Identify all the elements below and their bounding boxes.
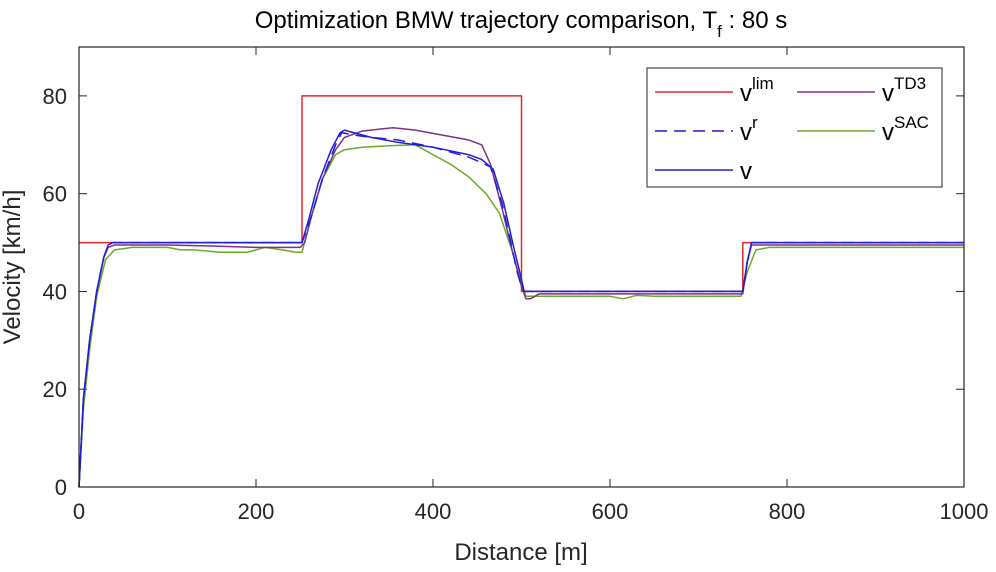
x-axis-label: Distance [m] — [454, 539, 587, 566]
legend-label-vsac: vSAC — [882, 113, 929, 146]
x-tick-label: 400 — [415, 499, 452, 524]
x-tick-label: 0 — [73, 499, 85, 524]
x-tick-label: 1000 — [940, 499, 989, 524]
legend-label-vr: vr — [740, 113, 758, 146]
chart-title: Optimization BMW trajectory comparison, … — [255, 7, 787, 41]
plot-frame — [78, 46, 965, 488]
y-axis-label: Velocity [km/h] — [0, 190, 26, 345]
series-layer — [78, 95, 964, 488]
tick-labels: 0 200 400 600 800 1000 0 20 40 60 80 — [43, 84, 989, 524]
legend-label-vlim: vlim — [740, 74, 774, 107]
legend-label-vtd3: vTD3 — [882, 74, 926, 107]
y-tick-label: 60 — [43, 182, 67, 207]
x-tick-label: 600 — [592, 499, 629, 524]
series-line-v — [78, 129, 964, 488]
legend-label-v: v — [740, 158, 752, 185]
legend-box — [646, 67, 943, 188]
series-line-vlim — [79, 95, 964, 293]
y-tick-label: 40 — [43, 279, 67, 304]
x-tick-label: 200 — [238, 499, 275, 524]
y-tick-label: 20 — [43, 377, 67, 402]
legend: vlim vr v vTD3 vSAC — [646, 67, 943, 188]
y-tick-label: 80 — [43, 84, 67, 109]
series-line-vtd3 — [78, 126, 964, 488]
x-tick-label: 800 — [769, 499, 806, 524]
y-tick-label: 0 — [55, 475, 67, 500]
